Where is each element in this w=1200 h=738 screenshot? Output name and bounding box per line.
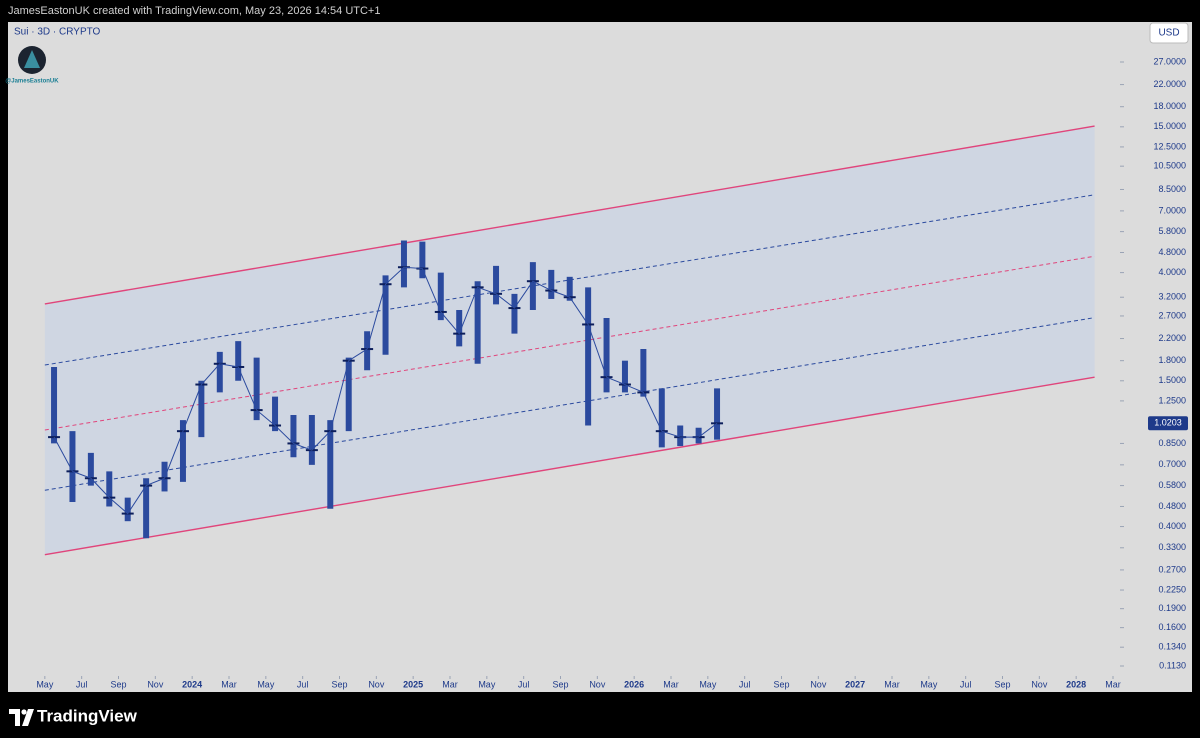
x-tick-label: Sep — [552, 679, 568, 689]
y-tick-label: 27.0000 — [1153, 56, 1186, 66]
x-tick-label: Nov — [147, 679, 164, 689]
y-tick-label: 10.5000 — [1153, 161, 1186, 171]
x-tick-label: Nov — [810, 679, 827, 689]
y-tick-label: 2.7000 — [1158, 310, 1186, 320]
logo — [9, 709, 34, 726]
y-tick-label: 0.3300 — [1158, 542, 1186, 552]
x-tick-label: Mar — [663, 679, 679, 689]
x-tick-label: Sep — [773, 679, 789, 689]
plot: 27.0000 22.0000 18.0000 15.0000 12.5000 10.50… — [36, 56, 1188, 689]
footer-brand: TradingView — [37, 706, 138, 725]
logo-dot — [21, 709, 27, 715]
avatar-figure — [24, 50, 40, 68]
channel-line — [44, 125, 1095, 305]
x-tick-label: Mar — [1105, 679, 1121, 689]
x-tick-label: 2025 — [403, 679, 423, 689]
y-tick-label: 0.4800 — [1158, 501, 1186, 511]
x-tick-label: Jul — [518, 679, 530, 689]
y-tick-label: 5.8000 — [1158, 226, 1186, 236]
y-tick-label: 0.1340 — [1158, 642, 1186, 652]
x-tick-label: Nov — [1031, 679, 1048, 689]
y-tick-label: 4.8000 — [1158, 247, 1186, 257]
watermark: @JamesEastonUK — [5, 79, 59, 85]
y-tick-label: 0.2250 — [1158, 584, 1186, 594]
close-line — [53, 266, 718, 515]
currency-label[interactable]: USD — [1158, 28, 1179, 39]
y-tick-label: 1.5000 — [1158, 375, 1186, 385]
y-tick-label: 0.4000 — [1158, 521, 1186, 531]
avatar — [18, 46, 46, 74]
channel-line — [44, 376, 1095, 556]
x-tick-label: Mar — [221, 679, 237, 689]
x-tick-label: Jul — [297, 679, 309, 689]
x-tick-label: Jul — [739, 679, 751, 689]
x-tick-label: 2026 — [624, 679, 644, 689]
last-price-box — [1148, 416, 1188, 431]
channel-line — [44, 194, 1095, 366]
header: JamesEastonUK created with TradingView.c… — [8, 5, 380, 17]
x-tick-label: May — [478, 679, 496, 689]
y-tick-label: 18.0000 — [1153, 101, 1186, 111]
y-tick-label: 4.0000 — [1158, 267, 1186, 277]
y-tick-label: 15.0000 — [1153, 121, 1186, 131]
y-tick-label: 3.2000 — [1158, 292, 1186, 302]
x-tick-label: Jul — [76, 679, 88, 689]
x-tick-label: May — [699, 679, 717, 689]
x-tick-label: 2024 — [182, 679, 202, 689]
x-tick-label: May — [257, 679, 275, 689]
y-tick-label: 0.1900 — [1158, 603, 1186, 613]
x-tick-label: Sep — [331, 679, 347, 689]
x-tick-label: Sep — [110, 679, 126, 689]
y-tick-label: 0.1600 — [1158, 622, 1186, 632]
last-price-label: 1.0203 — [1154, 418, 1182, 428]
x-tick-label: May — [36, 679, 54, 689]
y-tick-label: 0.8500 — [1158, 438, 1186, 448]
x-tick-label: Nov — [589, 679, 606, 689]
x-tick-label: May — [920, 679, 938, 689]
y-tick-label: 0.7000 — [1158, 459, 1186, 469]
y-tick-label: 0.5800 — [1158, 480, 1186, 490]
x-tick-label: Nov — [368, 679, 385, 689]
x-tick-label: Mar — [884, 679, 900, 689]
y-tick-label: 7.0000 — [1158, 205, 1186, 215]
currency-button[interactable] — [1149, 22, 1189, 44]
y-tick-label: 12.5000 — [1153, 141, 1186, 151]
y-tick-label: 0.2700 — [1158, 564, 1186, 574]
y-tick-label: 1.2500 — [1158, 395, 1186, 405]
channel-line — [44, 317, 1095, 491]
y-tick-label: 2.2000 — [1158, 333, 1186, 343]
x-tick-label: 2028 — [1066, 679, 1086, 689]
channel-line — [44, 255, 1095, 431]
channel-fill — [44, 126, 1095, 555]
y-tick-label: 0.1130 — [1159, 660, 1186, 670]
y-tick-label: 22.0000 — [1153, 79, 1186, 89]
x-tick-label: Mar — [442, 679, 458, 689]
x-tick-label: Sep — [994, 679, 1010, 689]
logo-icon — [9, 709, 34, 726]
y-tick-label: 1.8000 — [1158, 355, 1186, 365]
x-tick-label: Jul — [960, 679, 972, 689]
symbol-title: Sui · 3D · CRYPTO — [14, 27, 101, 38]
x-tick-label: 2027 — [845, 679, 865, 689]
y-tick-label: 8.5000 — [1158, 184, 1186, 194]
